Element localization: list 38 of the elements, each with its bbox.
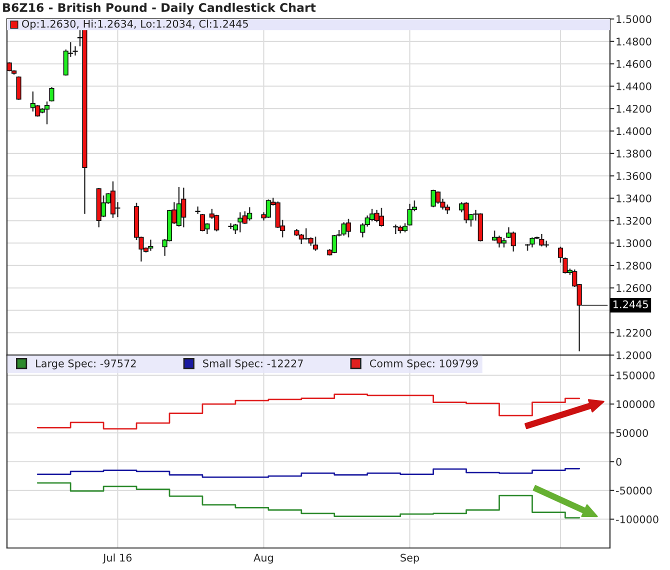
annotation: Op:1.2630, Hi:1.2634, Lo:1.2034, Cl:1.2445 <box>22 20 248 30</box>
y-tick-label: 1.4800 <box>616 38 652 46</box>
candlestick <box>44 100 50 125</box>
y-tick-label: 1.3800 <box>616 150 652 158</box>
candlestick <box>393 224 398 235</box>
y-tick-label: 1.4600 <box>616 60 652 68</box>
candlestick <box>200 213 206 232</box>
y-tick-label: 1.5000 <box>616 15 652 24</box>
y-tick-label: 1.3400 <box>616 194 652 202</box>
chart-title: B6Z16 - British Pound - Daily Candlestick Chart <box>3 2 316 14</box>
y-tick-label: 1.3600 <box>616 172 652 180</box>
candlestick <box>312 236 318 252</box>
y-tick-label: 50000 <box>616 429 648 437</box>
y-tick-label: 1.4000 <box>616 127 652 136</box>
legend-label: Small Spec: -12227 <box>203 359 303 370</box>
y-tick-label: 1.2600 <box>616 284 652 292</box>
y-tick-label: 1.3200 <box>616 216 652 225</box>
y-tick-label: 1.3000 <box>616 239 652 248</box>
x-tick-label: Sep <box>400 554 419 564</box>
candlestick <box>16 76 22 100</box>
y-tick-label: -100000 <box>616 515 658 524</box>
y-tick-label: 1.2800 <box>616 262 652 270</box>
candlestick <box>49 86 54 102</box>
x-tick-label: Aug <box>254 554 273 564</box>
y-tick-label: 1.2200 <box>616 328 652 337</box>
y-tick-label: 150000 <box>616 371 655 380</box>
annotation: 1.2445 <box>614 300 648 308</box>
y-tick-label: 100000 <box>616 400 655 408</box>
candlestick <box>195 206 200 215</box>
x-tick-label: Jul 16 <box>102 554 132 564</box>
y-tick-label: 1.4400 <box>616 82 652 90</box>
y-tick-label: 1.4200 <box>616 104 652 113</box>
candlestick <box>346 218 352 238</box>
legend-label: Large Spec: -97572 <box>36 359 136 370</box>
y-tick-label: -50000 <box>616 486 652 495</box>
y-tick-label: 0 <box>616 458 622 466</box>
y-tick-label: 1.2000 <box>616 351 652 360</box>
legend-label: Comm Spec: 109799 <box>370 359 478 370</box>
